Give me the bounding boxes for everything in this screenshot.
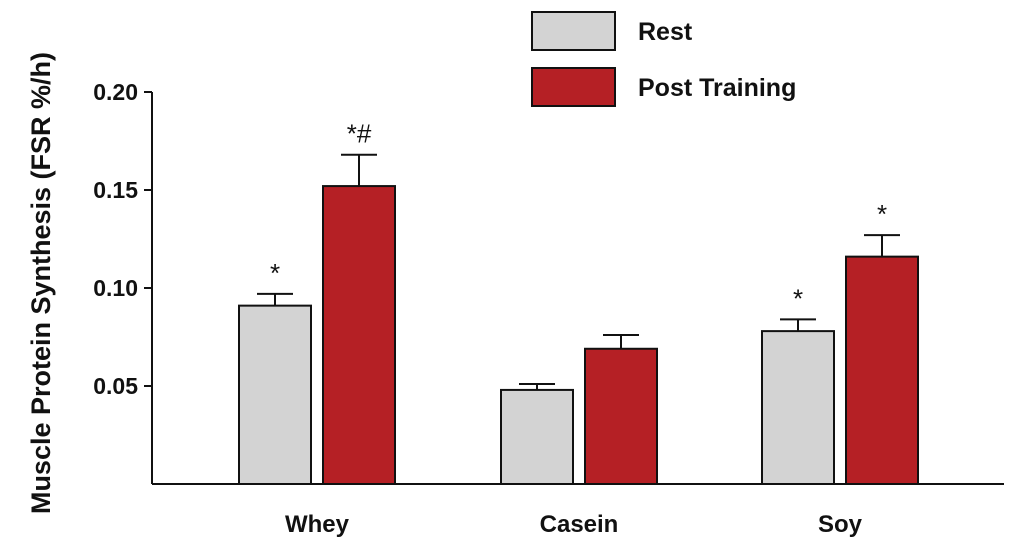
bar-rest-soy xyxy=(761,330,835,485)
y-tick-label: 0.20 xyxy=(93,79,138,105)
bar-rest-casein xyxy=(500,388,574,486)
legend-label: Rest xyxy=(638,18,693,46)
y-axis-title: Muscle Protein Synthesis (FSR %/h) xyxy=(26,52,56,514)
bar-post-training-soy xyxy=(845,255,919,486)
y-tick-label: 0.05 xyxy=(93,373,138,399)
legend-swatch xyxy=(531,11,616,51)
legend: Rest Post Training xyxy=(531,11,796,107)
y-tick-label: 0.10 xyxy=(93,275,138,301)
significance-marker: * xyxy=(793,283,803,313)
legend-label: Post Training xyxy=(638,74,796,102)
x-tick-label: Casein xyxy=(540,511,619,538)
axes: 0.05 0.10 0.15 0.20 Whey Casein Soy xyxy=(93,79,1004,538)
bar-rest-whey xyxy=(238,304,312,486)
significance-marker: * xyxy=(270,258,280,288)
bar-post-training-casein xyxy=(584,347,658,486)
x-tick-label: Whey xyxy=(285,511,350,538)
significance-marker: * xyxy=(877,199,887,229)
significance-marker: *# xyxy=(347,119,372,149)
bars: * * *# * xyxy=(238,119,919,486)
bar-post-training-whey xyxy=(322,185,396,486)
y-tick-label: 0.15 xyxy=(93,177,138,203)
legend-swatch xyxy=(531,67,616,107)
x-tick-label: Soy xyxy=(818,511,863,538)
